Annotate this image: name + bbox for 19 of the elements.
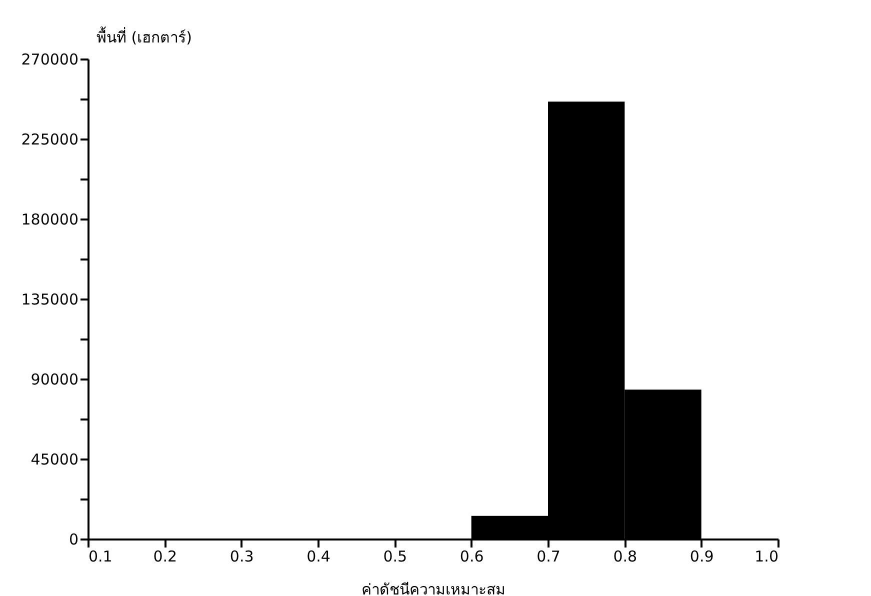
x-tick-label: 0.4: [306, 548, 330, 566]
y-tick-label: 90000: [30, 370, 78, 388]
y-tick-label: 270000: [21, 50, 78, 68]
y-tick-label: 45000: [30, 450, 78, 468]
x-tick-label: 0.3: [230, 548, 254, 566]
x-tick-label: 0.2: [153, 548, 178, 566]
x-tick-label: 0.7: [536, 548, 560, 566]
y-tick-label: 180000: [21, 210, 78, 228]
y-tick-label: 225000: [21, 130, 78, 148]
x-tick-label: 0.8: [613, 548, 638, 566]
x-tick-label: 0.5: [383, 548, 408, 566]
x-tick-label: 0.9: [690, 548, 714, 566]
x-axis-title: ค่าดัชนีความเหมาะสม: [362, 580, 506, 596]
x-tick-label: 1.0: [754, 548, 778, 566]
x-tick-label: 0.6: [460, 548, 484, 566]
x-tick-label: 0.1: [88, 548, 112, 566]
y-axis-title: พื้นที่ (เฮกตาร์): [96, 26, 192, 46]
y-tick-label: 135000: [21, 290, 78, 308]
y-tick-label: 0: [68, 530, 78, 548]
